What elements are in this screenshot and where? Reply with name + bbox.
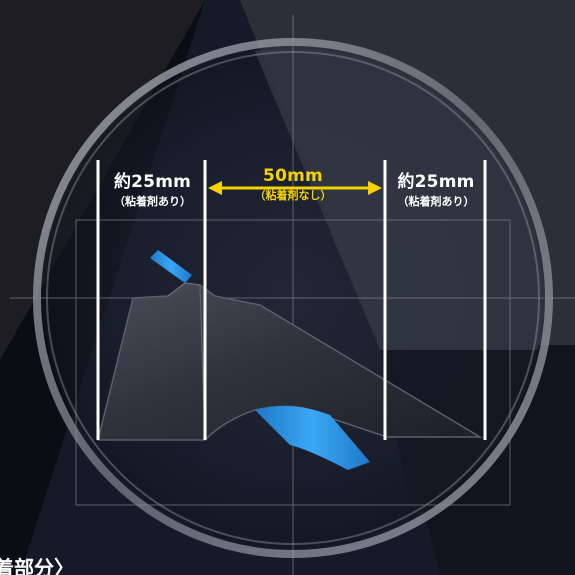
right-zone-width: 約25mm [397, 172, 475, 192]
left-zone-label: 約25mm （粘着剤あり） [100, 172, 205, 210]
left-zone-width: 約25mm [113, 172, 192, 192]
center-zone-width: 50mm [263, 166, 323, 186]
width-arrow [208, 181, 382, 195]
tape-left-blue-edge [150, 250, 192, 283]
left-zone-adhesive-note: （粘着剤あり） [114, 195, 191, 208]
zone-boundaries [96, 160, 487, 440]
tape-bottom-blue-strip [255, 406, 370, 470]
right-zone-label: 約25mm （粘着剤あり） [386, 172, 486, 210]
right-zone-adhesive-note: （粘着剤あり） [397, 195, 475, 208]
center-zone-adhesive-note: （粘着剤なし） [254, 189, 332, 202]
crosshair [10, 15, 575, 575]
bottom-caption: 着部分〉 [0, 556, 74, 575]
center-zone-label: 50mm （粘着剤なし） [228, 166, 358, 204]
